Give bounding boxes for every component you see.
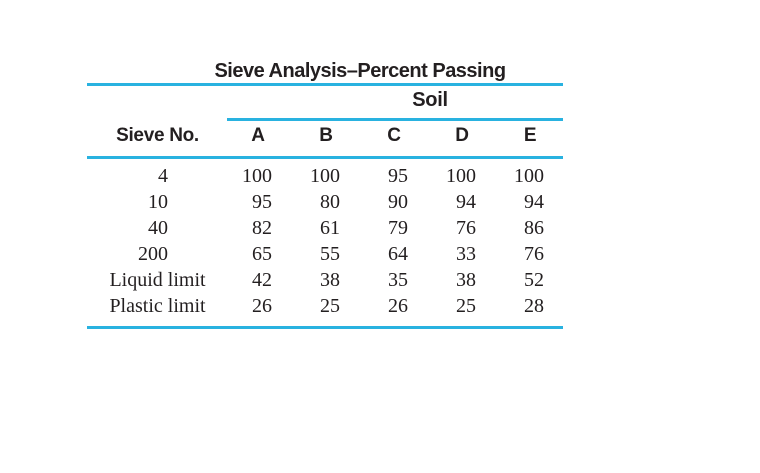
cell-soil-a: 26 [252,295,272,317]
header-rule [87,156,563,159]
column-header-b: B [319,125,333,146]
bottom-rule [87,326,563,329]
cell-soil-e: 52 [524,269,544,291]
column-header-c: C [387,125,401,146]
column-header-sieve-no: Sieve No. [116,125,199,146]
cell-soil-b: 25 [320,295,340,317]
cell-soil-d: 76 [456,217,476,239]
row-label: 40 [148,217,168,239]
table-row-liquid-limit: Liquid limit 42 38 35 38 52 [0,267,760,293]
cell-soil-b: 61 [320,217,340,239]
cell-soil-d: 33 [456,243,476,265]
table-row-sieve-40: 40 82 61 79 76 86 [0,215,760,241]
row-label: Liquid limit [109,269,206,291]
cell-soil-a: 42 [252,269,272,291]
cell-soil-a: 95 [252,191,272,213]
table-title: Sieve Analysis–Percent Passing [214,60,506,82]
header-row: Sieve No. A B C D E [0,125,760,147]
cell-soil-e: 76 [524,243,544,265]
row-label: 10 [148,191,168,213]
cell-soil-a: 65 [252,243,272,265]
row-label: 200 [138,243,168,265]
cell-soil-e: 86 [524,217,544,239]
cell-soil-b: 100 [310,165,340,187]
column-header-e: E [523,125,537,146]
cell-soil-b: 80 [320,191,340,213]
cell-soil-e: 100 [514,165,544,187]
cell-soil-d: 25 [456,295,476,317]
table-row-sieve-200: 200 65 55 64 33 76 [0,241,760,267]
cell-soil-b: 55 [320,243,340,265]
cell-soil-d: 38 [456,269,476,291]
cell-soil-c: 79 [388,217,408,239]
row-label: 4 [158,165,168,187]
cell-soil-c: 95 [388,165,408,187]
top-rule [87,83,563,86]
cell-soil-c: 35 [388,269,408,291]
cell-soil-e: 94 [524,191,544,213]
cell-soil-a: 82 [252,217,272,239]
cell-soil-c: 26 [388,295,408,317]
column-group-header: Soil [412,89,448,111]
cell-soil-b: 38 [320,269,340,291]
table-row-plastic-limit: Plastic limit 26 25 26 25 28 [0,293,760,319]
cell-soil-a: 100 [242,165,272,187]
column-header-d: D [455,125,469,146]
cell-soil-c: 64 [388,243,408,265]
cell-soil-d: 100 [446,165,476,187]
cell-soil-c: 90 [388,191,408,213]
table-row-sieve-4: 4 100 100 95 100 100 [0,163,760,189]
table-row-sieve-10: 10 95 80 90 94 94 [0,189,760,215]
column-header-a: A [251,125,265,146]
soil-spanner-rule [227,118,563,121]
row-label: Plastic limit [109,295,206,317]
cell-soil-d: 94 [456,191,476,213]
cell-soil-e: 28 [524,295,544,317]
